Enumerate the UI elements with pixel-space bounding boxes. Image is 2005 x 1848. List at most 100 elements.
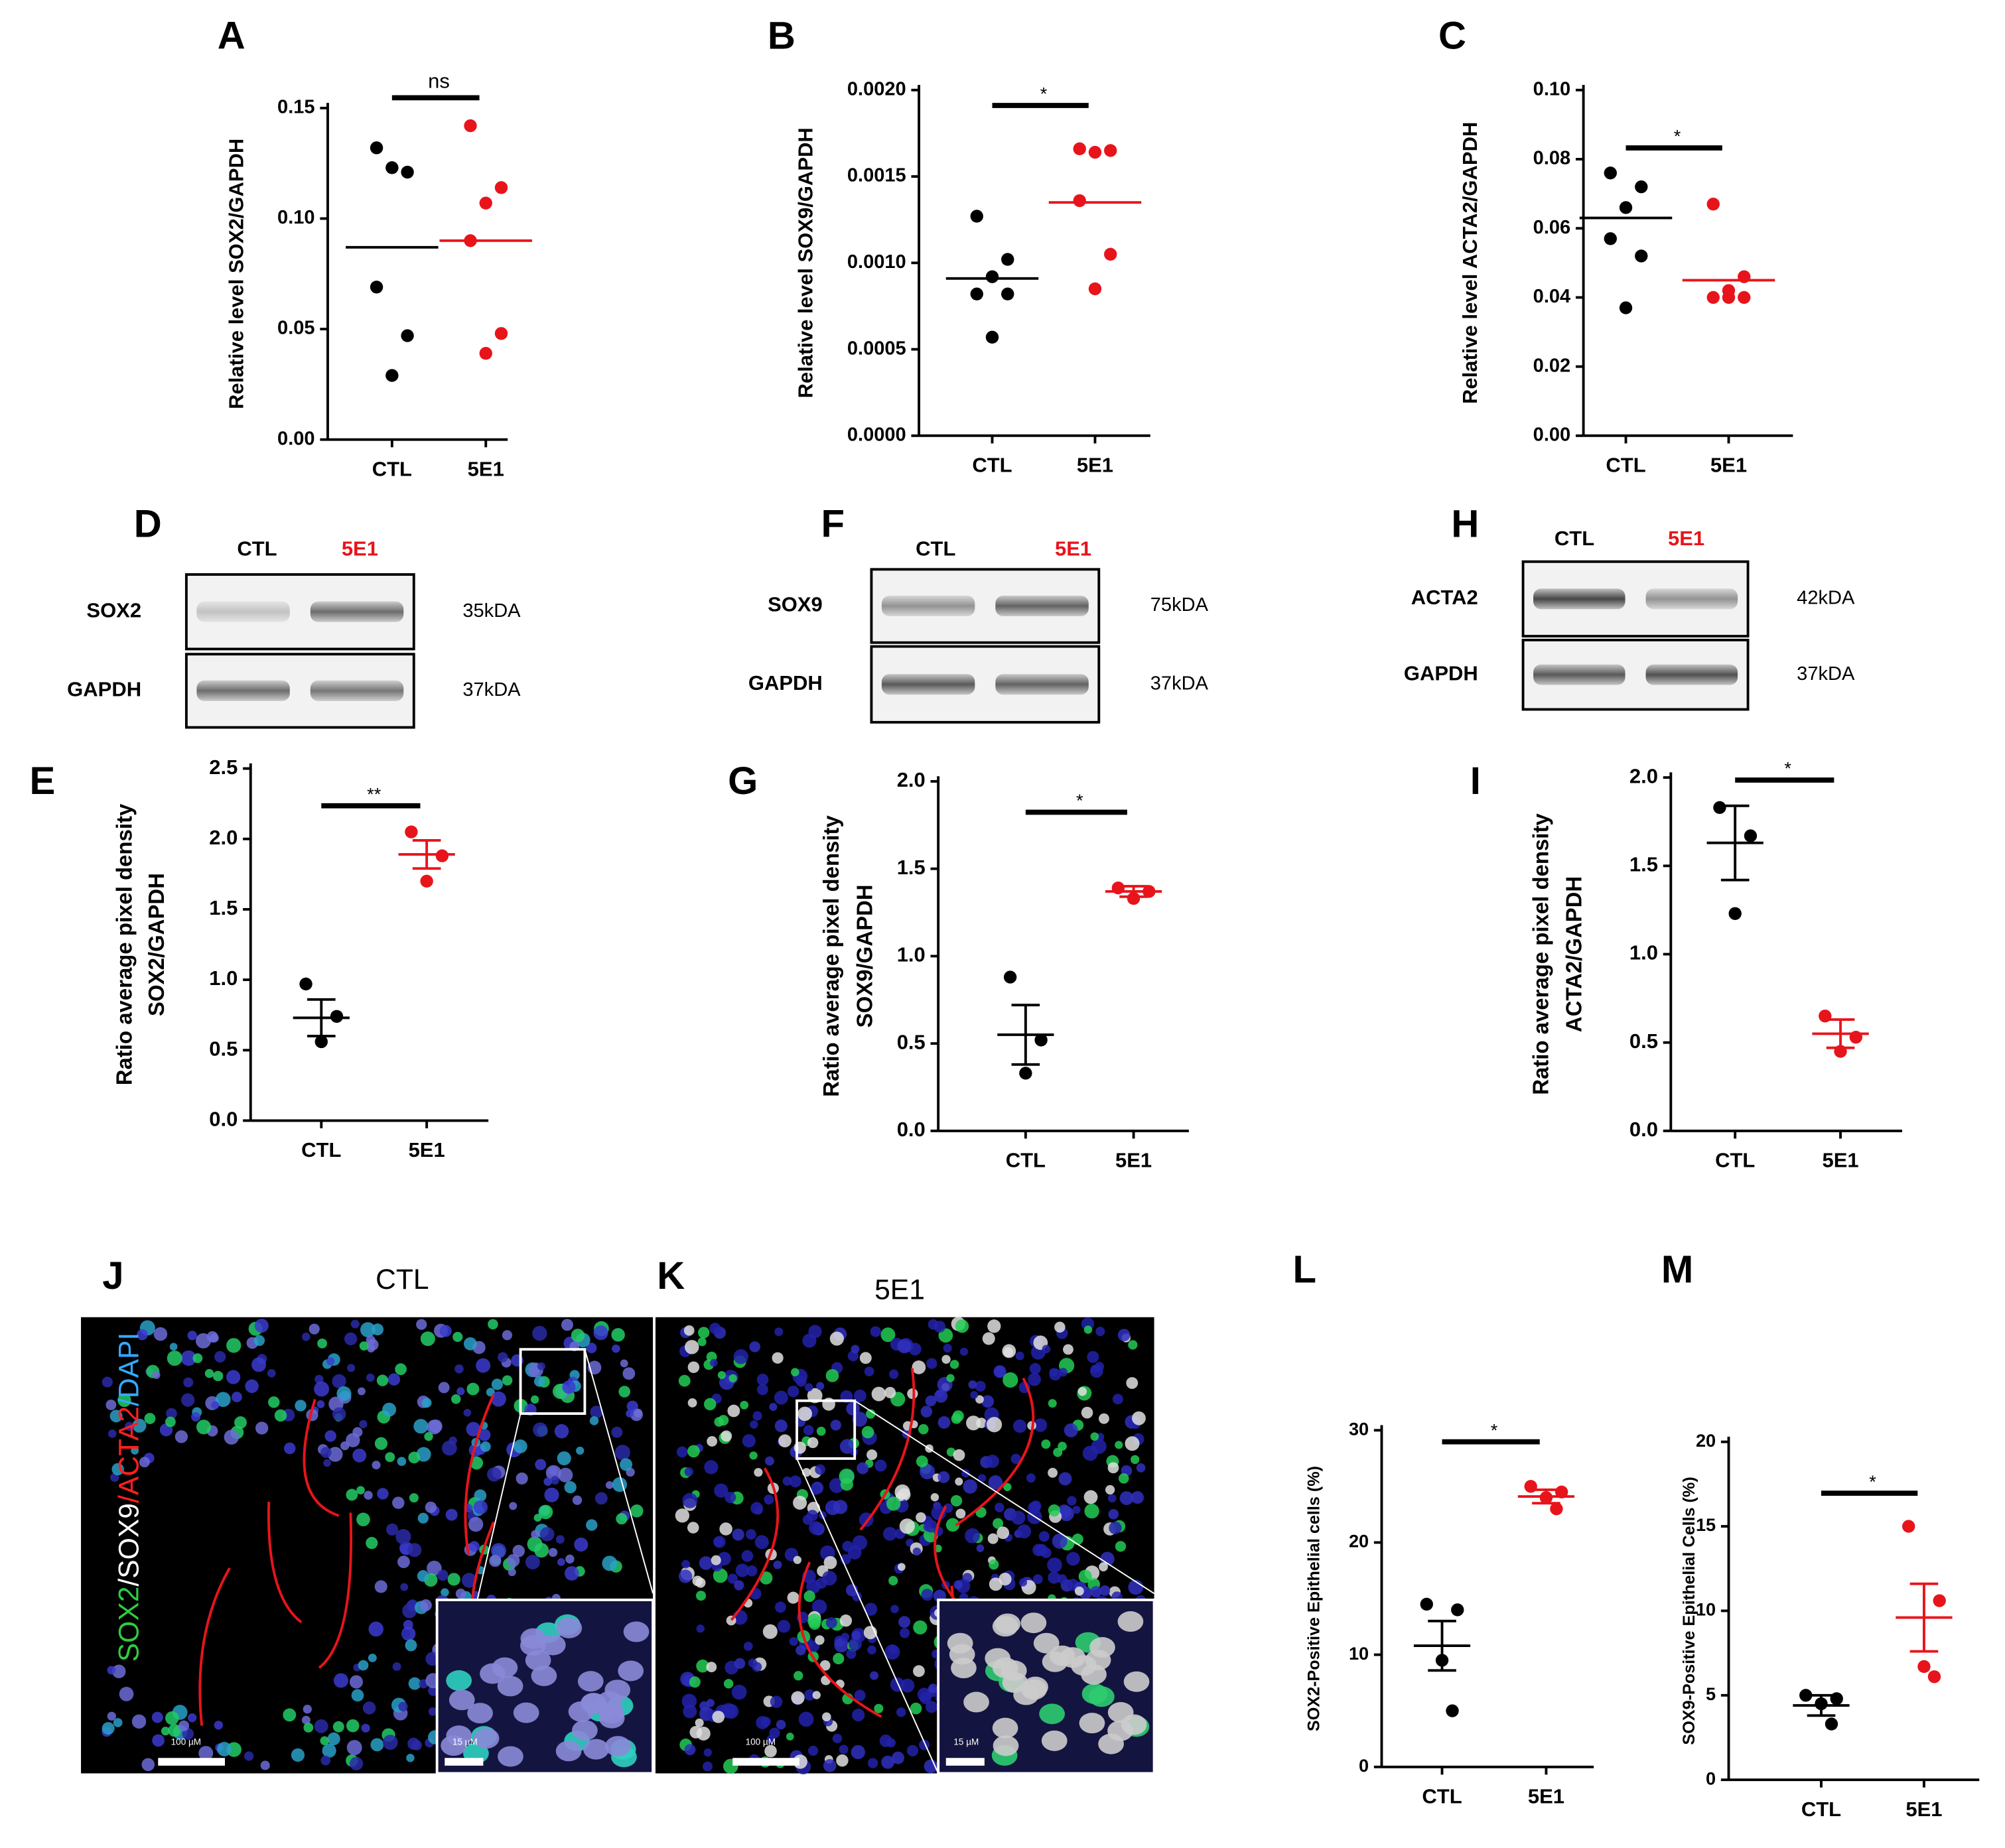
cell — [995, 1502, 1004, 1512]
cell — [770, 1695, 783, 1708]
cell — [849, 1637, 862, 1651]
cell — [204, 1368, 214, 1378]
micrograph-title: 5E1 — [874, 1274, 925, 1305]
cell — [314, 1381, 330, 1397]
cell — [696, 1659, 709, 1673]
cell — [572, 1495, 583, 1505]
cell — [192, 1353, 203, 1364]
micrograph-title: CTL — [376, 1264, 429, 1295]
cell — [622, 1367, 636, 1380]
cell — [727, 1404, 740, 1418]
cell — [807, 1388, 823, 1404]
cell — [791, 1368, 799, 1377]
cell — [912, 1547, 922, 1556]
data-point — [1073, 194, 1086, 208]
inset-cell — [1079, 1713, 1105, 1734]
cell — [740, 1400, 749, 1410]
cell — [107, 1666, 116, 1675]
cell — [400, 1583, 409, 1591]
smooth-muscle — [859, 1368, 916, 1531]
cell — [764, 1494, 774, 1505]
data-point — [479, 196, 492, 210]
cell — [360, 1322, 376, 1338]
cell — [950, 1494, 963, 1507]
cell — [424, 1431, 433, 1441]
cell — [1057, 1574, 1068, 1584]
cell — [676, 1446, 688, 1458]
cell — [696, 1624, 705, 1633]
cell — [815, 1635, 825, 1645]
cell — [821, 1712, 831, 1722]
cell — [1063, 1344, 1073, 1355]
stain-label: /SOX9 — [113, 1503, 145, 1587]
cell — [913, 1620, 928, 1635]
cell — [864, 1366, 874, 1376]
cell — [728, 1374, 737, 1383]
cell — [437, 1569, 449, 1581]
cell — [350, 1319, 360, 1329]
smooth-muscle — [797, 1561, 882, 1718]
cell — [870, 1326, 881, 1337]
data-point — [1104, 247, 1117, 261]
cell — [910, 1702, 922, 1715]
cell — [571, 1329, 585, 1343]
scale-bar — [945, 1758, 985, 1766]
smooth-muscle — [267, 1501, 303, 1624]
y-tick-label: 0.0010 — [847, 251, 906, 273]
y-tick-label: 0.5 — [897, 1030, 926, 1053]
data-point — [1003, 970, 1017, 984]
smooth-muscle — [464, 1394, 495, 1555]
band — [1533, 664, 1625, 685]
x-tick-label: 5E1 — [468, 457, 504, 480]
cell — [789, 1475, 801, 1488]
cell — [461, 1573, 477, 1588]
cell — [742, 1434, 756, 1448]
y-tick-label: 0 — [1706, 1768, 1716, 1788]
cell — [452, 1331, 463, 1343]
cell — [1003, 1347, 1014, 1357]
y-axis-label: SOX2/GAPDH — [144, 873, 169, 1016]
cell — [772, 1352, 784, 1364]
cell — [586, 1343, 597, 1354]
cell — [1032, 1574, 1043, 1585]
x-tick-label: CTL — [1801, 1798, 1841, 1821]
data-point — [1104, 144, 1117, 157]
cell — [787, 1385, 799, 1398]
cell — [884, 1386, 896, 1398]
cell — [405, 1639, 417, 1652]
cell — [1029, 1362, 1041, 1374]
data-point — [1088, 282, 1102, 296]
cell — [407, 1543, 422, 1557]
panel-letter: H — [1451, 503, 1479, 546]
cell — [896, 1707, 906, 1717]
cell — [509, 1502, 518, 1510]
cell — [367, 1344, 376, 1353]
cell — [376, 1374, 389, 1386]
cell — [387, 1373, 401, 1386]
scale-bar — [732, 1758, 799, 1766]
cell — [165, 1416, 176, 1427]
cell — [833, 1500, 848, 1514]
cell — [214, 1721, 224, 1730]
inset-cell — [1041, 1730, 1068, 1751]
data-point — [985, 330, 999, 344]
cell — [210, 1333, 219, 1343]
size-label: 37kDA — [1797, 663, 1855, 685]
cell — [555, 1535, 565, 1544]
cell — [774, 1419, 788, 1433]
inset-cell — [473, 1728, 500, 1749]
cell — [545, 1465, 561, 1481]
cell — [924, 1759, 938, 1774]
x-tick-label: 5E1 — [1822, 1149, 1858, 1172]
cell — [805, 1383, 813, 1392]
cell — [782, 1476, 792, 1486]
cell — [866, 1409, 876, 1419]
cell — [709, 1358, 718, 1367]
data-point — [1604, 166, 1617, 180]
y-tick-label: 10 — [1349, 1643, 1369, 1664]
cell — [332, 1721, 344, 1733]
inset-cell — [513, 1702, 539, 1723]
cell — [993, 1518, 1004, 1529]
cell — [530, 1395, 539, 1404]
cell — [416, 1319, 427, 1330]
